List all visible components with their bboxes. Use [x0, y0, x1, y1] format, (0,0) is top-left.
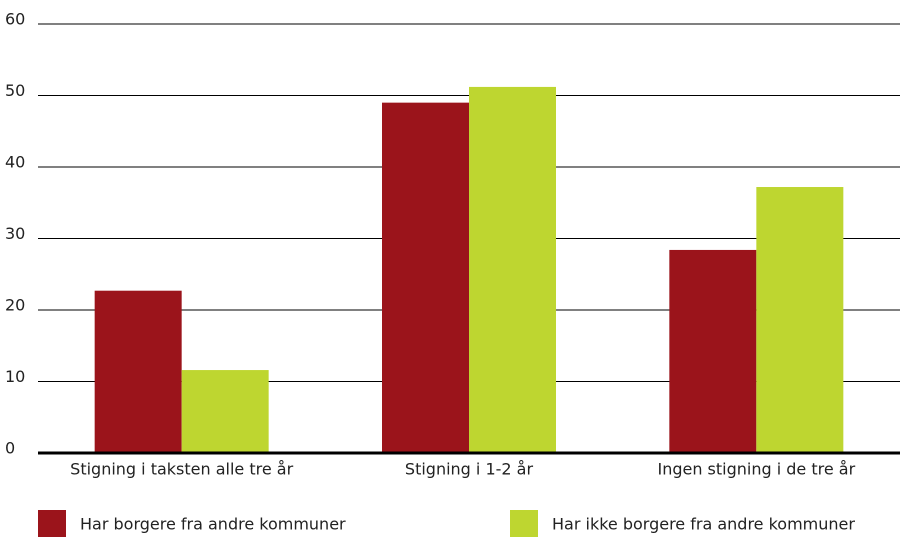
bar: [756, 187, 844, 453]
y-tick-label: 40: [5, 153, 25, 172]
bar: [469, 86, 556, 454]
x-tick-label: Stigning i 1-2 år: [405, 460, 534, 479]
y-tick-label: 60: [5, 10, 25, 29]
legend-label: Har borgere fra andre kommuner: [80, 515, 346, 534]
y-tick-label: 10: [5, 367, 25, 386]
legend-swatch: [510, 510, 538, 537]
y-tick-label: 30: [5, 224, 25, 243]
bar: [181, 370, 269, 453]
bar: [94, 290, 182, 453]
bar: [382, 102, 469, 454]
x-tick-label: Ingen stigning i de tre år: [657, 460, 855, 479]
legend-swatch: [38, 510, 66, 537]
y-tick-label: 20: [5, 296, 25, 315]
x-tick-label: Stigning i taksten alle tre år: [70, 460, 293, 479]
y-tick-label: 0: [5, 439, 15, 458]
y-tick-label: 50: [5, 81, 25, 100]
bar: [669, 249, 757, 453]
legend-label: Har ikke borgere fra andre kommuner: [552, 515, 855, 534]
